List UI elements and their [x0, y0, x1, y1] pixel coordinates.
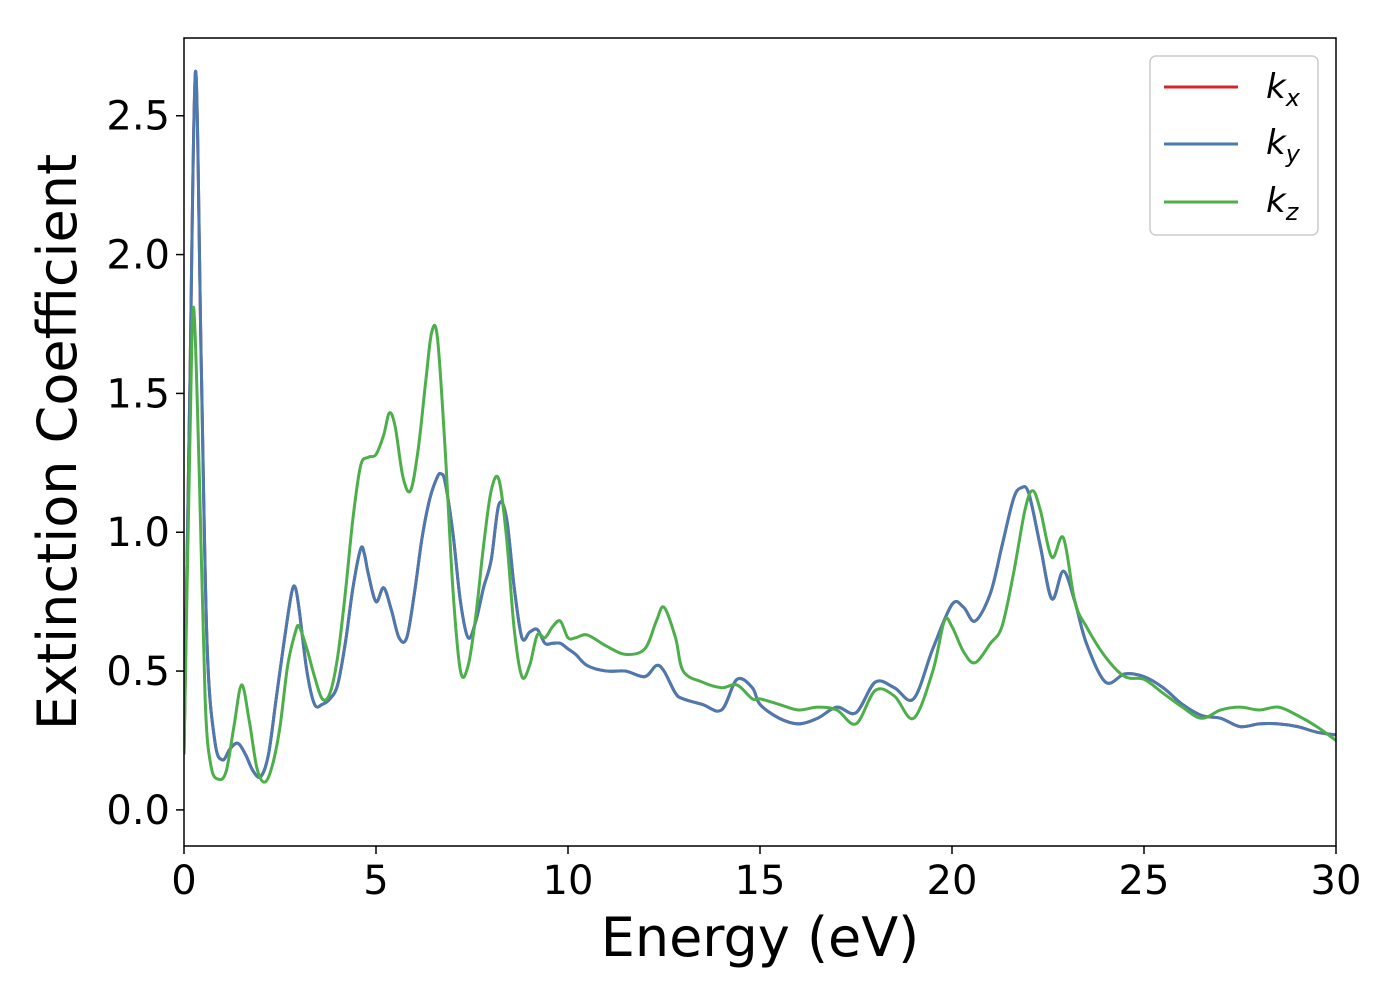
- y-axis-ticks: 0.0 0.5 1.0 1.5 2.0 2.5: [106, 94, 184, 834]
- x-tick-label: 20: [927, 858, 978, 904]
- x-tick-label: 15: [735, 858, 786, 904]
- series-line-kz: [184, 305, 1336, 784]
- x-axis-ticks: 0 5 10 15 20 25 30: [171, 846, 1361, 904]
- y-axis-title: Extinction Coefficient: [26, 154, 89, 730]
- x-tick-label: 10: [543, 858, 594, 904]
- x-tick-label: 30: [1311, 858, 1362, 904]
- x-axis-title: Energy (eV): [601, 906, 920, 969]
- y-tick-label: 0.0: [106, 788, 170, 834]
- y-tick-label: 2.5: [106, 94, 170, 140]
- y-tick-label: 1.5: [106, 371, 170, 417]
- plot-background: [184, 38, 1336, 846]
- y-tick-label: 1.0: [106, 510, 170, 556]
- y-tick-label: 0.5: [106, 649, 170, 695]
- x-tick-label: 0: [171, 858, 196, 904]
- y-tick-label: 2.0: [106, 233, 170, 279]
- x-tick-label: 5: [363, 858, 388, 904]
- legend-label-ky: ky: [1266, 123, 1301, 168]
- legend: kx ky kz: [1149, 55, 1319, 236]
- series-layer: [184, 69, 1336, 784]
- x-tick-label: 25: [1119, 858, 1170, 904]
- legend-label-kz: kz: [1266, 181, 1300, 226]
- legend-label-kx: kx: [1266, 67, 1301, 112]
